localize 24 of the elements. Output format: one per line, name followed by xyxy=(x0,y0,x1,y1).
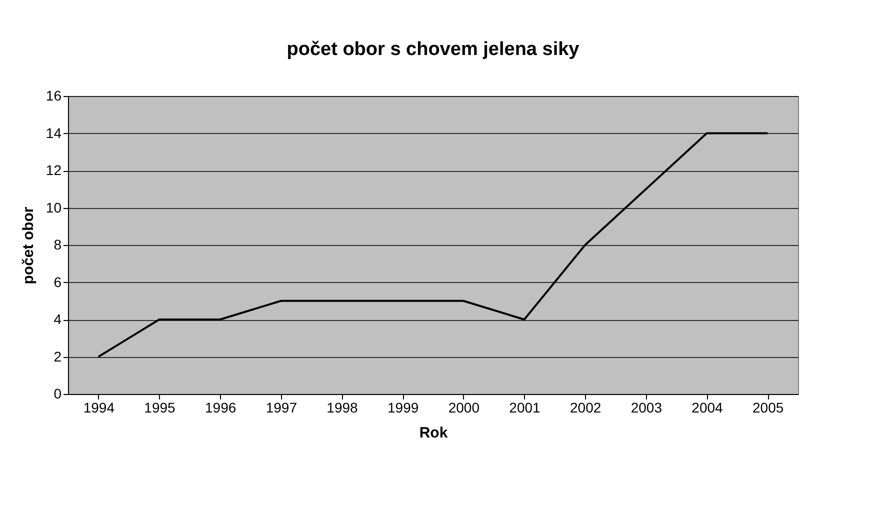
x-tick-label: 2001 xyxy=(509,400,541,416)
y-tick-label: 0 xyxy=(54,386,62,402)
y-tick-label: 16 xyxy=(46,88,62,104)
x-tick-label: 1995 xyxy=(144,400,176,416)
x-tick-label: 2004 xyxy=(692,400,724,416)
y-tick-label: 4 xyxy=(54,311,62,327)
x-tick-label: 1998 xyxy=(326,400,358,416)
x-tick-label: 2003 xyxy=(630,400,662,416)
y-axis-title: počet obor xyxy=(20,206,37,284)
x-tick-label: 2002 xyxy=(570,400,602,416)
y-tick-label: 14 xyxy=(46,124,62,141)
y-tick-label: 8 xyxy=(54,236,62,252)
x-tick-label: 1999 xyxy=(388,400,419,416)
x-tick-label: 1996 xyxy=(205,400,236,416)
x-tick-label: 1994 xyxy=(83,400,115,416)
y-tick-label: 10 xyxy=(46,199,62,216)
x-tick-label: 1997 xyxy=(266,400,298,416)
chart-title: počet obor s chovem jelena siky xyxy=(286,39,580,60)
y-tick-label: 6 xyxy=(54,274,62,290)
y-tick-label: 2 xyxy=(54,348,62,364)
x-tick-label: 2000 xyxy=(448,400,480,416)
x-tick-label: 2005 xyxy=(752,400,784,416)
x-axis-title: Rok xyxy=(419,424,448,442)
y-tick-label: 12 xyxy=(46,162,62,178)
